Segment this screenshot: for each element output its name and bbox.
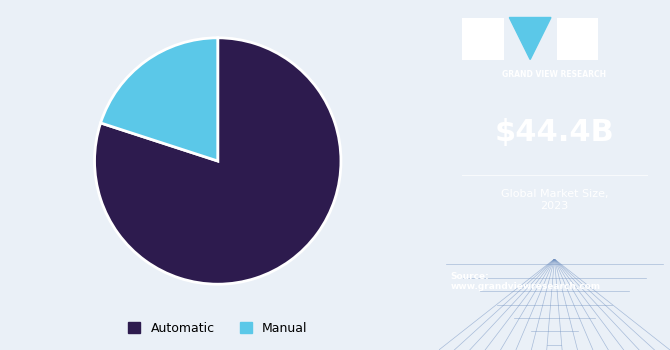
Legend: Automatic, Manual: Automatic, Manual [123, 316, 313, 340]
Text: Source:
www.grandviewresearch.com: Source: www.grandviewresearch.com [450, 272, 600, 291]
Wedge shape [94, 38, 341, 284]
FancyBboxPatch shape [462, 18, 504, 60]
Text: GRAND VIEW RESEARCH: GRAND VIEW RESEARCH [502, 70, 606, 79]
Wedge shape [100, 38, 218, 161]
Text: $44.4B: $44.4B [494, 119, 614, 147]
FancyBboxPatch shape [557, 18, 598, 60]
Polygon shape [509, 18, 551, 60]
Text: Global Market Size,
2023: Global Market Size, 2023 [500, 189, 608, 211]
